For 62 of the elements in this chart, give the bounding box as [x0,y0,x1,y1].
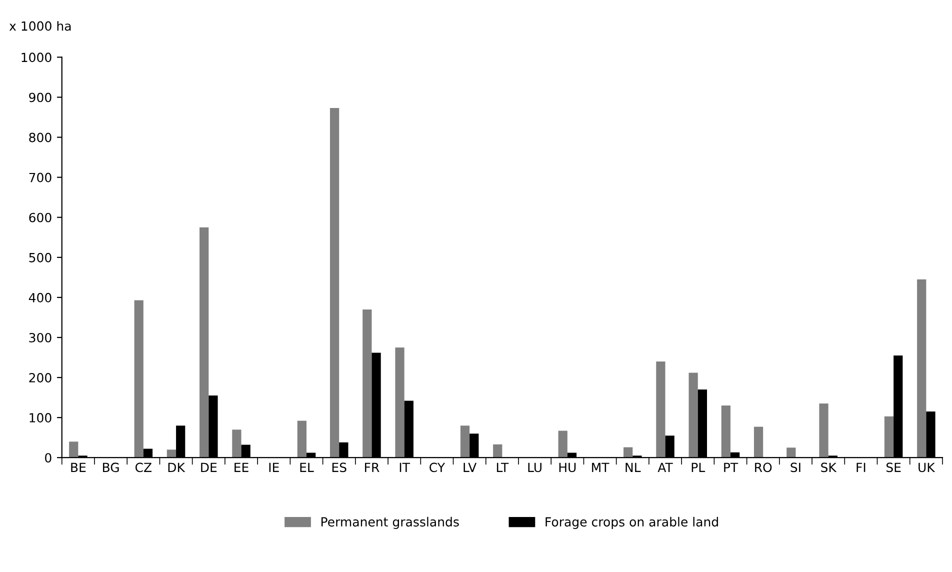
x-tick-label: HU [559,462,576,472]
x-tick-label: LU [528,462,542,472]
y-tick-label: 900 [29,92,52,102]
legend-label: Forage crops on arable land [546,516,718,529]
legend-label: Permanent grasslands [321,516,459,529]
bar [166,450,176,458]
bar [884,416,894,458]
x-tick-label: IT [400,462,410,472]
x-tick-label: FI [856,462,866,472]
x-tick-label: SE [886,462,901,472]
bar [395,347,404,458]
bar [232,430,242,458]
x-tick-label: RO [755,462,772,472]
bar [558,430,568,458]
x-tick-label: ES [332,462,346,472]
bar [460,426,470,458]
y-tick-label: 600 [29,212,52,222]
x-tick-label: UK [918,462,936,472]
y-axis-title: x 1000 ha [9,21,71,31]
bar [721,406,730,458]
bar [493,444,502,458]
x-tick-label: DK [168,462,186,472]
bar [297,420,306,458]
x-tick-label: BE [71,462,86,472]
x-tick-label: AT [658,462,673,472]
bar [656,362,666,458]
y-tick-label: 800 [29,132,52,142]
x-tick-label: FR [365,462,380,472]
bar [917,279,926,458]
x-tick-label: EE [234,462,248,472]
bar [134,300,144,458]
bar [69,442,78,458]
x-tick-label: LT [496,462,509,472]
y-tick-label: 1000 [22,52,52,62]
bar [754,426,764,458]
x-tick-label: PL [692,462,706,472]
x-tick-label: NL [626,462,641,472]
bar [362,309,372,458]
x-tick-label: MT [592,462,610,472]
bar [330,108,340,458]
x-tick-label: CZ [135,462,152,472]
bar [624,447,633,458]
y-tick-label: 500 [29,252,52,262]
x-tick-label: BG [103,462,119,472]
x-tick-label: EL [300,462,314,472]
y-tick-label: 300 [29,332,52,342]
y-tick-label: 0 [45,453,52,463]
y-tick-label: 700 [29,172,52,182]
x-tick-label: PT [724,462,738,472]
x-tick-label: SI [790,462,800,472]
bar [786,448,796,458]
y-tick-label: 100 [30,413,52,422]
y-tick-label: 200 [29,372,52,382]
x-tick-label: IE [269,462,279,472]
y-tick-label: 400 [28,292,52,302]
bar [200,227,209,458]
bar [688,372,698,458]
x-tick-label: LV [464,462,477,472]
bar [819,404,828,458]
x-tick-label: CY [430,462,446,472]
x-tick-label: DE [201,462,217,472]
x-tick-label: SK [821,462,837,472]
